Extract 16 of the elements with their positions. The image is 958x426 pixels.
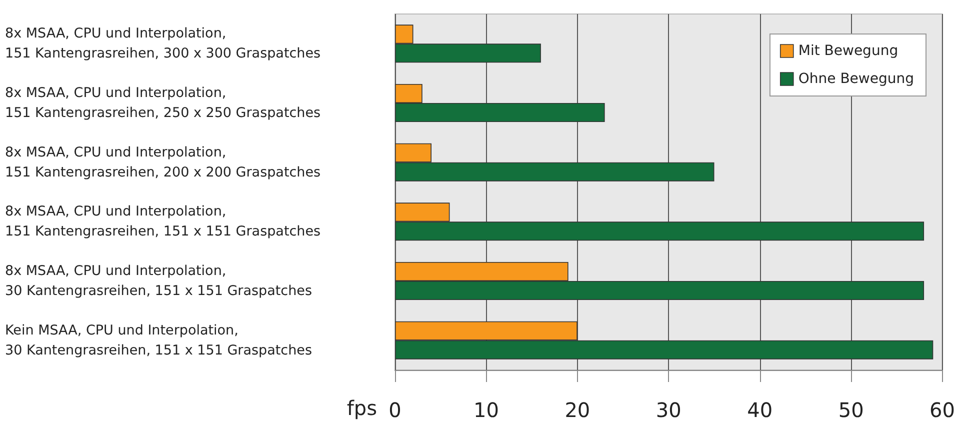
y-tick-label: 8x MSAA, CPU und Interpolation, 151 Kantengrasreihen, 200 x 200 Graspatches	[5, 144, 321, 180]
x-tick-label: 60	[930, 398, 955, 422]
x-tick-label: 10	[473, 398, 499, 422]
x-tick-label: 20	[564, 398, 590, 422]
x-tick-label: 40	[747, 398, 773, 422]
x-tick-label: 50	[838, 398, 864, 422]
y-tick-label: 8x MSAA, CPU und Interpolation, 151 Kantengrasreihen, 250 x 250 Graspatches	[5, 85, 321, 121]
x-axis-title: fps	[346, 396, 377, 420]
legend-label: Mit Bewegung	[798, 43, 898, 59]
x-tick-label: 0	[388, 398, 402, 422]
y-tick-label: 8x MSAA, CPU und Interpolation, 151 Kantengrasreihen, 151 x 151 Graspatches	[5, 204, 321, 240]
x-tick-label: 30	[656, 398, 682, 422]
y-tick-label: 8x MSAA, CPU und Interpolation, 30 Kantengrasreihen, 151 x 151 Graspatches	[5, 263, 312, 299]
y-tick-label: 8x MSAA, CPU und Interpolation, 151 Kantengrasreihen, 300 x 300 Graspatches	[5, 26, 321, 62]
y-tick-label: Kein MSAA, CPU und Interpolation, 30 Kantengrasreihen, 151 x 151 Graspatches	[5, 322, 312, 358]
legend-label: Ohne Bewegung	[798, 71, 914, 87]
